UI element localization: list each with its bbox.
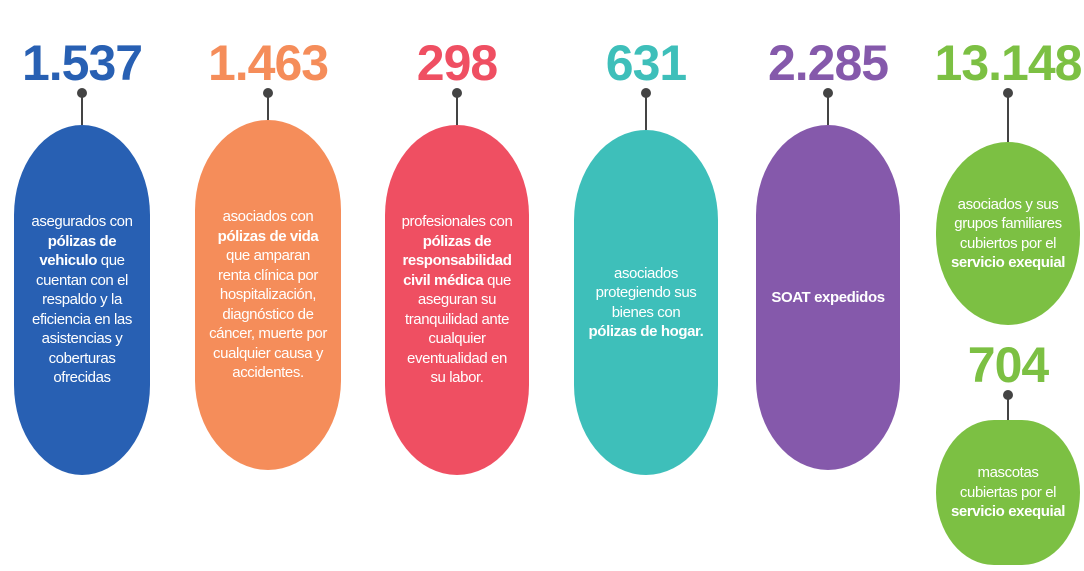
- stat-pill: asociados con pólizas de vida que ampara…: [195, 120, 341, 470]
- text: mascotas cubiertas por el: [959, 464, 1057, 501]
- stat-number: 13.148: [934, 35, 1083, 91]
- stat-pill: asociados y sus grupos familiares cubier…: [936, 142, 1080, 325]
- pill-text: profesionales con pólizas de responsabil…: [399, 212, 515, 388]
- stat-pill: asociados protegiendo sus bienes con pól…: [574, 130, 718, 475]
- pin-stem: [827, 93, 829, 125]
- stat-pill: profesionales con pólizas de responsabil…: [385, 125, 529, 475]
- bold-text: SOAT expedidos: [771, 288, 885, 306]
- stat-pill: asegurados con pólizas de vehiculo que c…: [14, 125, 150, 475]
- text: profesionales con: [401, 213, 513, 231]
- bold-text: pólizas de responsabilidad civil médica: [402, 232, 512, 289]
- stat-number: 1.537: [21, 35, 143, 91]
- text: que cuentan con el respaldo y la eficien…: [32, 252, 132, 387]
- stat-number: 631: [605, 35, 687, 91]
- stat-number: 2.285: [767, 35, 889, 91]
- text: asociados con: [222, 208, 314, 226]
- pin-stem: [267, 93, 269, 120]
- text: que aseguran su tranquilidad ante cualqu…: [404, 271, 511, 387]
- bold-text: pólizas de vida: [217, 227, 319, 245]
- stat-pill: mascotas cubiertas por el servicio exequ…: [936, 420, 1080, 565]
- stat-number: 704: [967, 337, 1049, 393]
- text: asegurados con: [31, 213, 133, 231]
- stat-number: 298: [416, 35, 498, 91]
- stat-number: 1.463: [207, 35, 329, 91]
- pill-text: SOAT expedidos: [771, 288, 885, 308]
- pin-stem: [1007, 93, 1009, 142]
- text: que amparan renta clínica por hospitaliz…: [209, 247, 327, 382]
- pin-stem: [645, 93, 647, 130]
- pill-text: mascotas cubiertas por el servicio exequ…: [950, 463, 1066, 522]
- pill-text: asociados y sus grupos familiares cubier…: [950, 195, 1066, 273]
- pill-text: asociados protegiendo sus bienes con pól…: [588, 264, 704, 342]
- text: asociados y sus grupos familiares cubier…: [954, 195, 1062, 252]
- bold-text: servicio exequial: [950, 254, 1066, 271]
- pin-stem: [456, 93, 458, 125]
- pill-text: asociados con pólizas de vida que ampara…: [209, 207, 327, 383]
- stat-pill: SOAT expedidos: [756, 125, 900, 470]
- pin-stem: [1007, 395, 1009, 420]
- bold-text: servicio exequial: [950, 503, 1066, 521]
- text: asociados protegiendo sus bienes con: [595, 264, 697, 321]
- pill-text: asegurados con pólizas de vehiculo que c…: [28, 212, 136, 388]
- bold-text: pólizas de vehiculo: [39, 232, 117, 270]
- pin-stem: [81, 93, 83, 125]
- bold-text: pólizas de hogar.: [588, 323, 704, 340]
